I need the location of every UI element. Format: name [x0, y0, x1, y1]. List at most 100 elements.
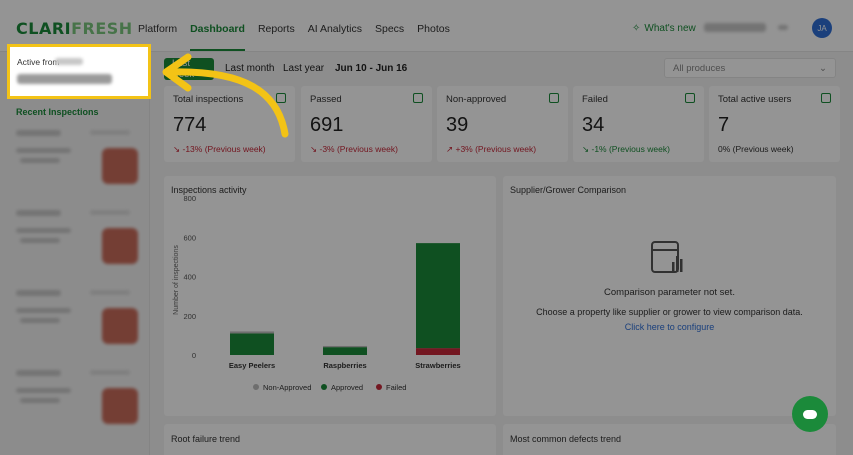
external-link-icon[interactable]	[549, 93, 559, 103]
recent-inspections-title: Recent Inspections	[16, 107, 99, 117]
y-tick-label: 200	[183, 312, 196, 321]
list-item-meta	[16, 308, 71, 313]
whats-new-link[interactable]: ✧ What's new	[632, 23, 696, 34]
stat-card: Passed 691 ↘ -3% (Previous week)	[301, 86, 432, 162]
list-item-meta	[20, 158, 60, 163]
legend-marker	[253, 384, 259, 390]
stat-card-delta: 0% (Previous week)	[718, 144, 794, 154]
configure-link[interactable]: Click here to configure	[624, 322, 715, 332]
stat-card-value: 39	[446, 114, 469, 136]
stat-card-title: Total inspections	[173, 94, 244, 105]
active-from-label: Active from	[17, 57, 60, 67]
nav-dashboard[interactable]: Dashboard	[190, 23, 245, 51]
list-item[interactable]	[10, 128, 140, 198]
bar-segment	[323, 347, 367, 355]
chat-button[interactable]	[792, 396, 828, 432]
x-tick-label: Raspberries	[323, 361, 366, 370]
stat-card-title: Passed	[310, 94, 342, 105]
chevron-down-icon[interactable]	[778, 25, 788, 30]
list-item-title	[16, 130, 61, 136]
sparkle-icon: ✧	[632, 23, 641, 34]
list-item-date	[90, 130, 130, 135]
external-link-icon[interactable]	[276, 93, 286, 103]
stat-card-delta: ↘ -3% (Previous week)	[310, 144, 398, 154]
stat-card-delta: ↘ -1% (Previous week)	[582, 144, 670, 154]
list-item-meta	[20, 398, 60, 403]
list-item-thumbnail	[102, 308, 138, 344]
comparison-panel	[503, 176, 836, 416]
list-item-title	[16, 370, 61, 376]
legend-label: Failed	[386, 383, 406, 392]
list-item-date	[90, 210, 130, 215]
bar-segment	[230, 333, 274, 355]
trend-icon: ↘	[173, 144, 183, 154]
bar-segment	[323, 345, 367, 348]
avatar[interactable]: JA	[812, 18, 832, 38]
stat-card-delta: ↘ -13% (Previous week)	[173, 144, 266, 154]
date-range[interactable]: Jun 10 - Jun 16	[335, 63, 408, 74]
list-item-thumbnail	[102, 148, 138, 184]
x-tick-label: Easy Peelers	[229, 361, 275, 370]
chat-icon	[803, 409, 817, 419]
bar-segment	[416, 348, 460, 355]
comparison-hint: Choose a property like supplier or growe…	[536, 307, 803, 317]
y-tick-label: 600	[183, 233, 196, 242]
nav-ai-analytics[interactable]: AI Analytics	[307, 23, 362, 35]
root-failure-title: Root failure trend	[171, 434, 241, 444]
list-item-meta	[20, 238, 60, 243]
list-item-date	[90, 370, 130, 375]
last-month-button[interactable]: Last month	[225, 63, 275, 74]
list-item-meta	[20, 318, 60, 323]
bar-segment	[230, 331, 274, 334]
blurred-account-name	[17, 74, 112, 84]
defects-title: Most common defects trend	[510, 434, 622, 444]
legend-label: Approved	[331, 383, 363, 392]
nav-reports[interactable]: Reports	[257, 23, 295, 35]
external-link-icon[interactable]	[413, 93, 423, 103]
y-axis-label: Number of inspections	[173, 245, 180, 315]
last-year-button[interactable]: Last year	[283, 63, 325, 74]
blurred-user-name	[704, 23, 766, 32]
inspections-bar-chart: 0 200 400 600 800 Number of inspections Easy P…	[173, 194, 461, 392]
main-nav: Platform Dashboard Reports AI Analytics …	[138, 23, 450, 51]
defects-panel	[503, 424, 836, 455]
comparison-message: Comparison parameter not set.	[604, 287, 735, 298]
list-item-meta	[16, 388, 71, 393]
list-item-meta	[16, 148, 71, 153]
stat-card-title: Failed	[582, 94, 608, 105]
list-item[interactable]	[10, 368, 140, 438]
external-link-icon[interactable]	[821, 93, 831, 103]
nav-specs[interactable]: Specs	[374, 23, 405, 35]
y-tick-label: 800	[183, 194, 196, 203]
list-item[interactable]	[10, 288, 140, 358]
stat-card-value: 7	[718, 114, 730, 136]
list-item-title	[16, 290, 61, 296]
list-item-thumbnail	[102, 388, 138, 424]
list-item-thumbnail	[102, 228, 138, 264]
active-from-highlight[interactable]: Active from	[7, 44, 151, 99]
list-item[interactable]	[10, 208, 140, 278]
top-navigation-bar: CLARIFRESH Platform Dashboard Reports AI…	[0, 0, 853, 52]
legend-label: Non-Approved	[263, 383, 311, 392]
list-item-date	[90, 290, 130, 295]
stat-card-value: 691	[310, 114, 344, 136]
stat-card: Non-approved 39 ↗ +3% (Previous week)	[437, 86, 568, 162]
legend-marker	[321, 384, 327, 390]
app-logo[interactable]: CLARIFRESH	[16, 19, 133, 38]
list-item-title	[16, 210, 61, 216]
stat-card-value: 774	[173, 114, 207, 136]
stat-card: Total active users 7 0% (Previous week)	[709, 86, 840, 162]
external-link-icon[interactable]	[685, 93, 695, 103]
root-failure-panel	[164, 424, 496, 455]
y-tick-label: 400	[183, 273, 196, 282]
pointer-arrow-icon	[162, 53, 289, 138]
stat-card-delta: ↗ +3% (Previous week)	[446, 144, 537, 154]
produce-select[interactable]: All produces ⌄	[664, 58, 836, 78]
trend-icon: ↘	[582, 144, 592, 154]
nav-platform[interactable]: Platform	[138, 23, 178, 35]
blurred-date	[55, 58, 83, 65]
legend-marker	[376, 384, 382, 390]
nav-photos[interactable]: Photos	[417, 23, 450, 35]
list-item-meta	[16, 228, 71, 233]
stat-card-title: Non-approved	[446, 94, 507, 105]
